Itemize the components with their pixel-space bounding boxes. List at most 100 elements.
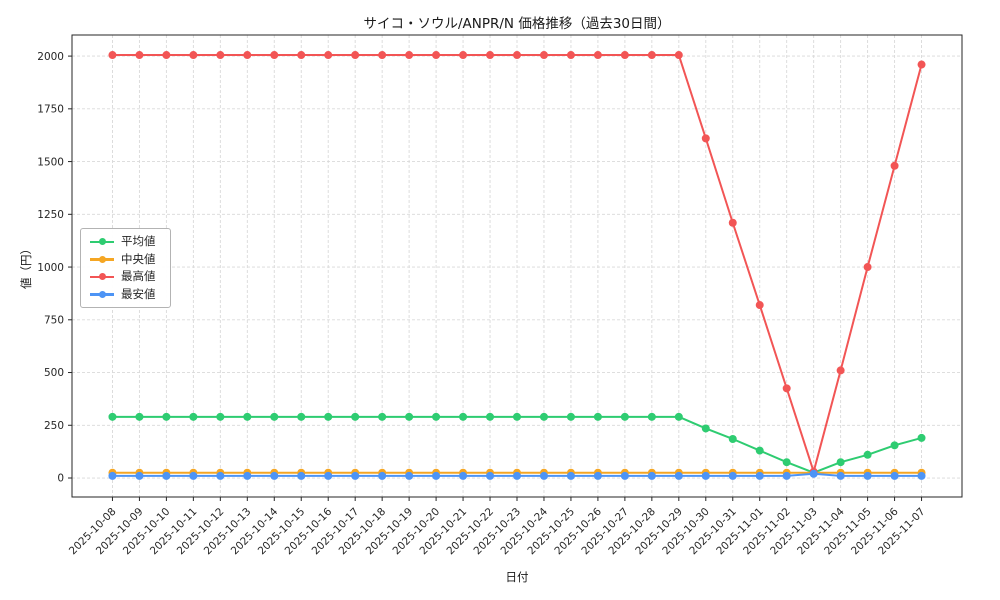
data-point [593, 471, 602, 480]
data-point [674, 412, 683, 421]
data-point [162, 471, 171, 480]
y-tick-label: 1000 [37, 262, 64, 274]
data-point [836, 458, 845, 467]
data-point [539, 471, 548, 480]
data-point [809, 469, 818, 478]
chart-title: サイコ・ソウル/ANPR/N 価格推移（過去30日間） [363, 16, 671, 32]
data-point [863, 471, 872, 480]
data-point [135, 51, 144, 60]
legend-marker [90, 237, 114, 247]
data-point [216, 471, 225, 480]
data-point [459, 412, 468, 421]
data-point [620, 51, 629, 60]
data-point [432, 51, 441, 60]
y-tick-label: 2000 [37, 51, 64, 63]
data-point [674, 51, 683, 60]
data-point [162, 51, 171, 60]
legend-label: 平均値 [121, 234, 156, 248]
data-point [863, 450, 872, 459]
legend-label: 最高値 [121, 269, 156, 283]
data-point [324, 51, 333, 60]
legend-marker [90, 272, 114, 282]
data-point [297, 471, 306, 480]
data-point [513, 51, 521, 60]
data-point [863, 263, 872, 272]
legend-item-0: 平均値 [90, 234, 156, 248]
data-point [620, 412, 629, 421]
data-point [674, 471, 683, 480]
data-point [566, 51, 575, 60]
data-point [566, 412, 575, 421]
data-point [701, 471, 710, 480]
y-tick-label: 750 [44, 314, 64, 326]
y-tick-label: 1500 [37, 156, 64, 168]
data-point [243, 412, 252, 421]
data-point [243, 471, 252, 480]
data-point [728, 471, 737, 480]
x-axis-label: 日付 [505, 570, 529, 584]
data-point [378, 412, 387, 421]
data-point [432, 412, 441, 421]
data-point [890, 441, 899, 450]
y-tick-label: 500 [44, 367, 64, 379]
data-point [917, 471, 926, 480]
data-point [189, 51, 198, 60]
data-point [243, 51, 252, 60]
data-point [432, 471, 441, 480]
data-point [782, 471, 791, 480]
data-point [890, 471, 899, 480]
data-point [513, 412, 521, 421]
data-point [108, 51, 117, 60]
y-tick-label: 1750 [37, 104, 64, 116]
data-point [836, 471, 845, 480]
data-point [459, 471, 468, 480]
data-point [378, 471, 387, 480]
data-point [728, 218, 737, 227]
data-point [513, 471, 521, 480]
data-point [701, 134, 710, 143]
data-point [755, 301, 764, 310]
data-point [486, 412, 495, 421]
data-point [216, 51, 225, 60]
data-point [620, 471, 629, 480]
data-point [782, 458, 791, 467]
legend-label: 最安値 [121, 286, 156, 301]
data-point [378, 51, 387, 60]
data-point [539, 51, 548, 60]
data-point [351, 51, 360, 60]
data-point [405, 471, 414, 480]
data-point [647, 51, 656, 60]
data-point [324, 471, 333, 480]
data-point [162, 412, 171, 421]
data-point [297, 412, 306, 421]
data-point [135, 412, 144, 421]
y-tick-label: 1250 [37, 209, 64, 221]
data-point [566, 471, 575, 480]
data-point [324, 412, 333, 421]
data-point [108, 412, 117, 421]
data-point [917, 60, 926, 69]
legend-marker [90, 254, 114, 264]
data-point [270, 412, 279, 421]
legend: 平均値 中央値 最高値 最安値 [80, 228, 171, 308]
legend-marker [90, 289, 114, 299]
data-point [405, 412, 414, 421]
data-point [270, 471, 279, 480]
data-point [108, 471, 117, 480]
data-point [755, 471, 764, 480]
y-tick-label: 0 [57, 473, 64, 485]
data-point [189, 412, 198, 421]
data-point [917, 433, 926, 442]
data-point [270, 51, 279, 60]
data-point [539, 412, 548, 421]
data-point [782, 384, 791, 393]
data-point [755, 446, 764, 455]
data-point [486, 51, 495, 60]
data-point [351, 412, 360, 421]
data-point [890, 161, 899, 170]
data-point [216, 412, 225, 421]
data-point [405, 51, 414, 60]
data-point [486, 471, 495, 480]
